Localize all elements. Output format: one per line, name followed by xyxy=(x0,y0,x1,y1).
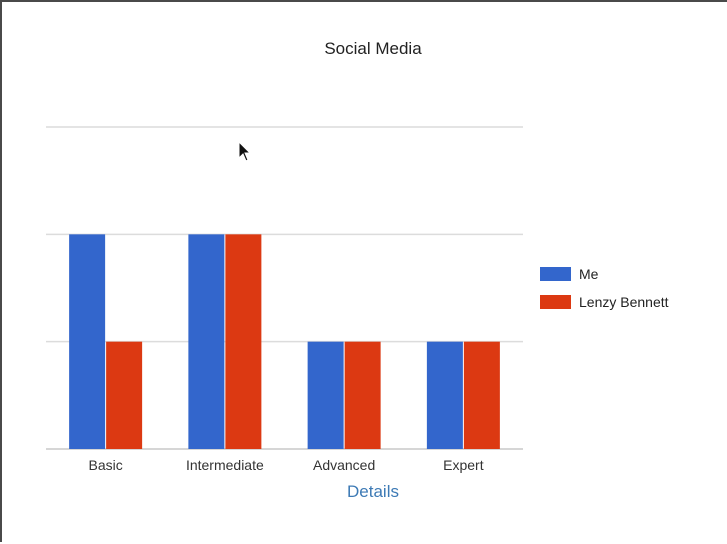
arrow-cursor-icon xyxy=(238,141,252,162)
category-label: Expert xyxy=(443,457,484,473)
legend-label[interactable]: Me xyxy=(579,266,599,282)
bar-basic-me[interactable] xyxy=(69,234,106,449)
bars xyxy=(69,234,500,449)
category-label: Basic xyxy=(89,457,123,473)
legend-swatch xyxy=(540,295,571,309)
category-labels: Basic Intermediate Advanced Expert xyxy=(89,457,484,473)
bar-expert-lenzy-bennett[interactable] xyxy=(463,341,500,449)
bar-intermediate-lenzy-bennett[interactable] xyxy=(225,234,262,449)
bar-intermediate-me[interactable] xyxy=(188,234,225,449)
x-axis-label[interactable]: Details xyxy=(347,482,399,501)
chart-title: Social Media xyxy=(324,39,422,58)
category-label: Advanced xyxy=(313,457,375,473)
legend-label[interactable]: Lenzy Bennett xyxy=(579,294,669,310)
bar-expert-me[interactable] xyxy=(426,341,463,449)
legend: Me Lenzy Bennett xyxy=(540,266,669,310)
category-label: Intermediate xyxy=(186,457,264,473)
bar-basic-lenzy-bennett[interactable] xyxy=(106,341,143,449)
legend-swatch xyxy=(540,267,571,281)
bar-advanced-lenzy-bennett[interactable] xyxy=(344,341,381,449)
bar-advanced-me[interactable] xyxy=(307,341,344,449)
